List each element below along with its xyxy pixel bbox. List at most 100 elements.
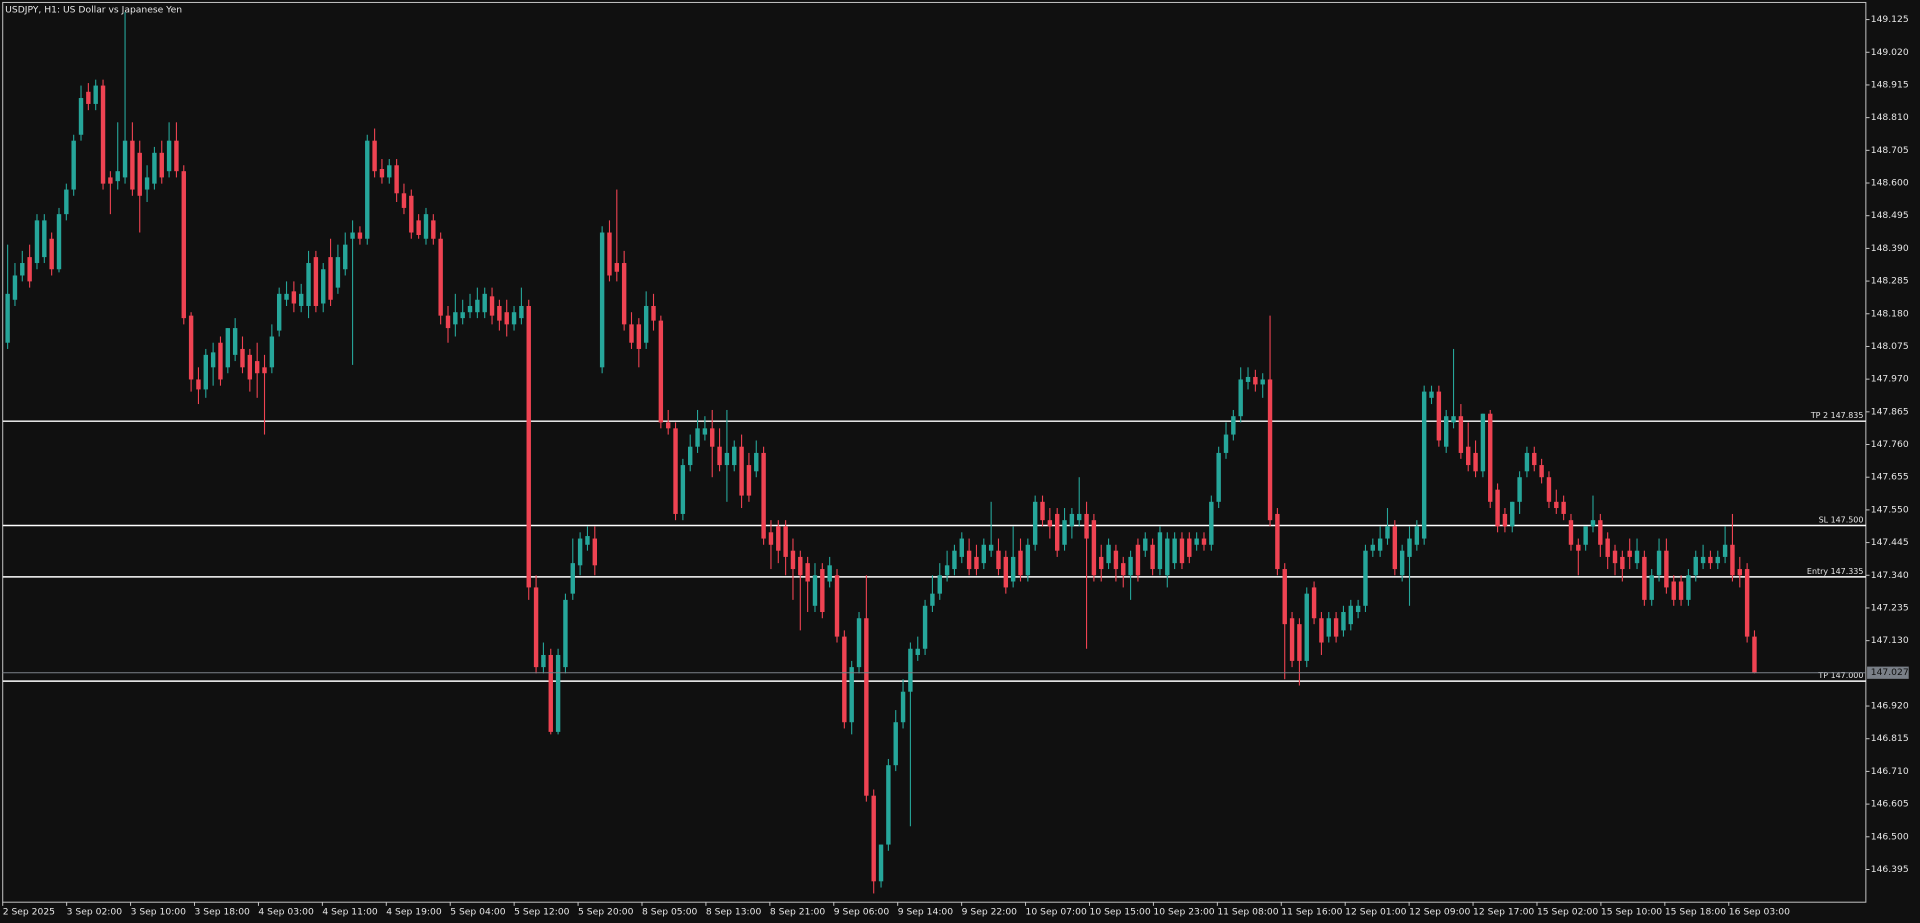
x-tick-label: 11 Sep 16:00 [1281,906,1342,917]
candle-body [269,336,275,368]
y-tick-label: 148.285 [1871,276,1909,287]
candle-body [100,85,106,184]
candle-body [981,544,987,564]
candle-body [1458,416,1464,453]
x-tick-label: 4 Sep 03:00 [258,906,314,917]
candle-body [1524,452,1530,472]
candle-body [20,263,25,276]
x-tick-label: 8 Sep 13:00 [706,906,762,917]
candle-body [64,189,69,215]
candle-body [966,550,972,570]
candle-body [1693,556,1698,576]
candle-body [188,315,194,380]
candle-body [254,361,260,374]
candle-body [592,538,597,566]
y-tick-label: 148.390 [1871,243,1909,254]
level-label: TP 2 147.835 [1810,411,1864,420]
candle-body [1399,550,1405,576]
y-tick-label: 147.550 [1871,504,1909,515]
candle-body [321,269,326,304]
x-tick-label: 15 Sep 02:00 [1537,906,1598,917]
candle-body [1561,501,1566,514]
candle-body [1172,538,1177,564]
y-tick-label: 146.605 [1871,799,1909,810]
x-tick-label: 2 Sep 2025 [3,906,55,917]
candle-body [1612,550,1618,564]
candle-body [1421,391,1427,539]
x-tick-label: 10 Sep 07:00 [1026,906,1087,917]
x-tick-label: 3 Sep 02:00 [67,906,123,917]
candle-body [1451,416,1456,423]
candle-body [203,354,208,390]
candle-body [1722,544,1728,557]
candle-body [350,232,355,239]
y-tick-label: 149.020 [1871,47,1909,58]
candle-body [1436,391,1442,441]
candle-body [761,452,766,539]
x-tick-label: 8 Sep 05:00 [642,906,698,917]
x-tick-label: 5 Sep 20:00 [578,906,634,917]
x-tick-label: 3 Sep 10:00 [131,906,187,917]
candle-body [467,305,473,313]
candle-body [181,171,186,319]
x-tick-label: 9 Sep 22:00 [962,906,1018,917]
candle-body [776,526,781,551]
y-tick-label: 146.920 [1871,701,1909,712]
candle-body [1510,501,1515,527]
x-tick-label: 3 Sep 18:00 [195,906,251,917]
candle-body [1414,526,1420,545]
candle-body [1054,513,1060,551]
candle-body [533,587,539,668]
candle-body [1737,569,1742,576]
candle-body [1047,520,1053,527]
candle-body [357,232,363,239]
candle-body [1179,538,1185,564]
plot-frame [2,1,1867,903]
candle-body [497,305,502,321]
x-tick-label: 12 Sep 17:00 [1473,906,1534,917]
candle-body [944,565,950,576]
candle-body [849,667,854,723]
candle-body [1377,538,1383,551]
candle-body [563,599,568,668]
x-tick-label: 9 Sep 06:00 [834,906,890,917]
candle-body [1715,556,1720,564]
candle-body [1113,550,1119,570]
candle-body [856,618,862,668]
candle-body [1590,520,1596,527]
candle-body [1253,376,1258,385]
candle-body [152,152,157,184]
level-label: TP 147.000 [1817,671,1863,680]
candle-body [519,305,524,319]
candle-body [893,722,898,766]
candle-body [1275,513,1280,570]
candle-body [614,263,620,272]
candle-body [328,257,333,300]
candle-body [1289,618,1295,661]
candle-body [49,238,54,270]
candle-body [423,214,429,239]
candle-body [1620,556,1625,570]
candle-body [276,293,282,331]
level-label: Entry 147.335 [1807,567,1863,576]
candle-body [12,275,18,300]
y-tick-label: 147.865 [1871,406,1909,417]
candle-body [1091,520,1097,576]
candle-body [996,550,1001,570]
candle-body [379,169,385,178]
candle-body [555,654,561,732]
x-tick-label: 11 Sep 08:00 [1217,906,1278,917]
y-tick-label: 147.235 [1871,602,1909,613]
current-price-box [1867,666,1909,679]
candle-body [1443,416,1449,447]
candle-body [166,140,172,172]
candle-body [842,636,847,723]
candle-body [878,844,884,882]
candle-body [240,348,245,368]
candle-body [1077,513,1082,521]
candle-body [1333,618,1339,637]
y-tick-label: 146.500 [1871,831,1909,842]
candle-body [1150,544,1155,570]
candle-body [1099,556,1104,570]
candle-body [959,538,964,557]
